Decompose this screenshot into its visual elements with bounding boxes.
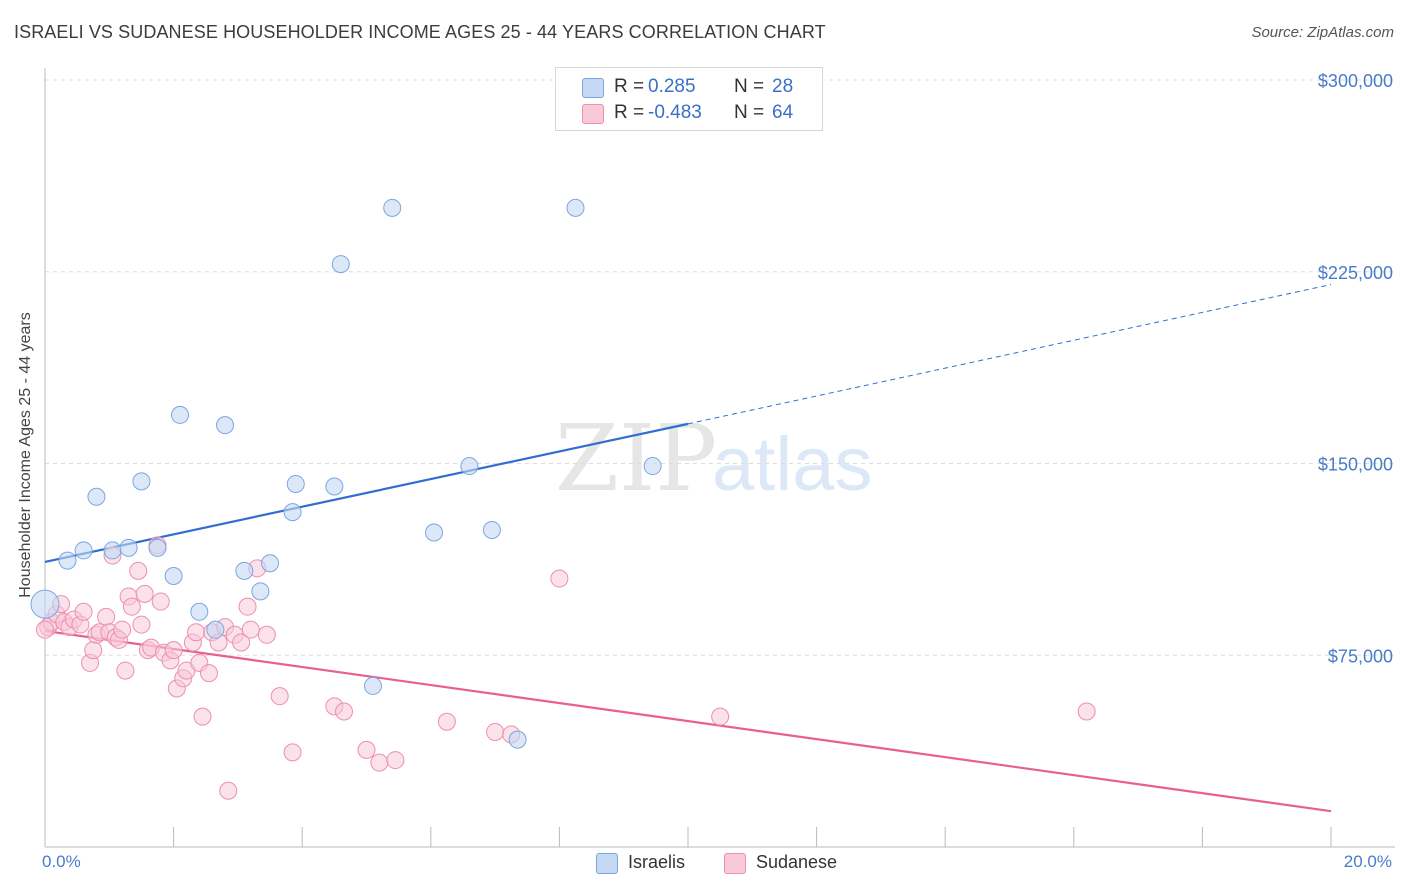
y-tick-labels: $75,000 $150,000 $225,000 $300,000: [1318, 71, 1393, 666]
sudanese-point: [270, 687, 289, 706]
sudanese-point: [116, 661, 135, 680]
israelis-point: [383, 198, 402, 217]
sudanese-point: [113, 620, 132, 639]
sudanese-point: [164, 641, 183, 660]
source-credit: Source: ZipAtlas.com: [1251, 24, 1394, 41]
chart-title: ISRAELI VS SUDANESE HOUSEHOLDER INCOME A…: [14, 22, 826, 42]
israelis-point: [171, 405, 190, 424]
trend-lines: [44, 284, 1332, 813]
n-value: 64: [772, 102, 794, 123]
sudanese-point: [232, 633, 251, 652]
israelis-point: [132, 472, 151, 491]
n-label: N =: [734, 102, 765, 123]
watermark: ZIP atlas: [555, 405, 873, 512]
sudanese-point: [122, 597, 141, 616]
sudanese-point: [711, 707, 730, 726]
israelis-point: [425, 523, 444, 542]
sudanese-point: [283, 743, 302, 762]
sudanese-swatch: [582, 104, 604, 124]
israelis-swatch: [582, 78, 604, 98]
israelis-point: [566, 198, 585, 217]
watermark-zip: ZIP: [555, 405, 717, 512]
sudanese-point: [370, 753, 389, 772]
israelis-point: [508, 730, 527, 749]
sudanese-point: [238, 597, 257, 616]
israelis-point: [103, 541, 122, 560]
r-label: R =: [614, 76, 645, 97]
israelis-point: [206, 620, 225, 639]
axes: [44, 68, 1395, 848]
sudanese-points: [36, 536, 1096, 800]
israelis-point: [58, 551, 77, 570]
israelis-point: [286, 474, 305, 493]
sudanese-point: [334, 702, 353, 721]
sudanese-point: [74, 602, 93, 621]
israelis-point: [30, 589, 60, 619]
israelis-points: [30, 198, 662, 749]
sudanese-point: [241, 620, 260, 639]
israelis-point: [482, 520, 501, 539]
israelis-point: [119, 538, 138, 557]
israelis-point: [190, 602, 209, 621]
sudanese-point: [84, 641, 103, 660]
israelis-point: [235, 561, 254, 580]
israelis-point: [363, 676, 382, 695]
y-tick-label: $300,000: [1318, 71, 1393, 91]
sudanese-point: [257, 625, 276, 644]
sudanese-trend-line: [44, 629, 1332, 813]
y-tick-label: $150,000: [1318, 455, 1393, 475]
r-label: R =: [614, 102, 645, 123]
sudanese-point: [151, 592, 170, 611]
israelis-point: [261, 554, 280, 573]
sudanese-point: [97, 607, 116, 626]
x-tick-min: 0.0%: [42, 852, 81, 871]
n-value: 28: [772, 76, 794, 97]
legend-label: Israelis: [628, 852, 686, 872]
sudanese-point: [357, 740, 376, 759]
israelis-point: [251, 582, 270, 601]
israelis-point: [643, 457, 662, 476]
israelis-swatch: [596, 853, 618, 874]
r-value: 0.285: [648, 76, 696, 97]
israelis-point: [148, 538, 167, 557]
israelis-point: [331, 255, 350, 274]
x-tick-max: 20.0%: [1343, 852, 1392, 871]
israelis-point: [216, 416, 235, 435]
sudanese-point: [219, 781, 238, 800]
israelis-point: [283, 503, 302, 522]
sudanese-point: [187, 623, 206, 642]
israelis-point: [74, 541, 93, 560]
sudanese-point: [437, 712, 456, 731]
sudanese-point: [193, 707, 212, 726]
r-value: -0.483: [648, 102, 702, 123]
legend-label: Sudanese: [756, 852, 838, 872]
y-tick-label: $75,000: [1328, 646, 1393, 666]
sudanese-point: [386, 751, 405, 770]
israelis-point: [87, 487, 106, 506]
sudanese-point: [129, 561, 148, 580]
sudanese-point: [199, 664, 218, 683]
stats-box: R = 0.285 N = 28 R = -0.483 N = 64: [555, 67, 823, 131]
sudanese-point: [132, 615, 151, 634]
israelis-point: [325, 477, 344, 496]
sudanese-point: [486, 722, 505, 741]
sudanese-point: [1077, 702, 1096, 721]
sudanese-point: [550, 569, 569, 588]
sudanese-point: [36, 620, 54, 639]
israelis-point: [460, 457, 479, 476]
israelis-point: [164, 566, 183, 585]
sudanese-point: [135, 584, 154, 603]
sudanese-swatch: [724, 853, 746, 874]
y-tick-label: $225,000: [1318, 263, 1393, 283]
n-label: N =: [734, 76, 765, 97]
israelis-trend-extension: [687, 284, 1332, 425]
watermark-atlas: atlas: [712, 422, 873, 507]
